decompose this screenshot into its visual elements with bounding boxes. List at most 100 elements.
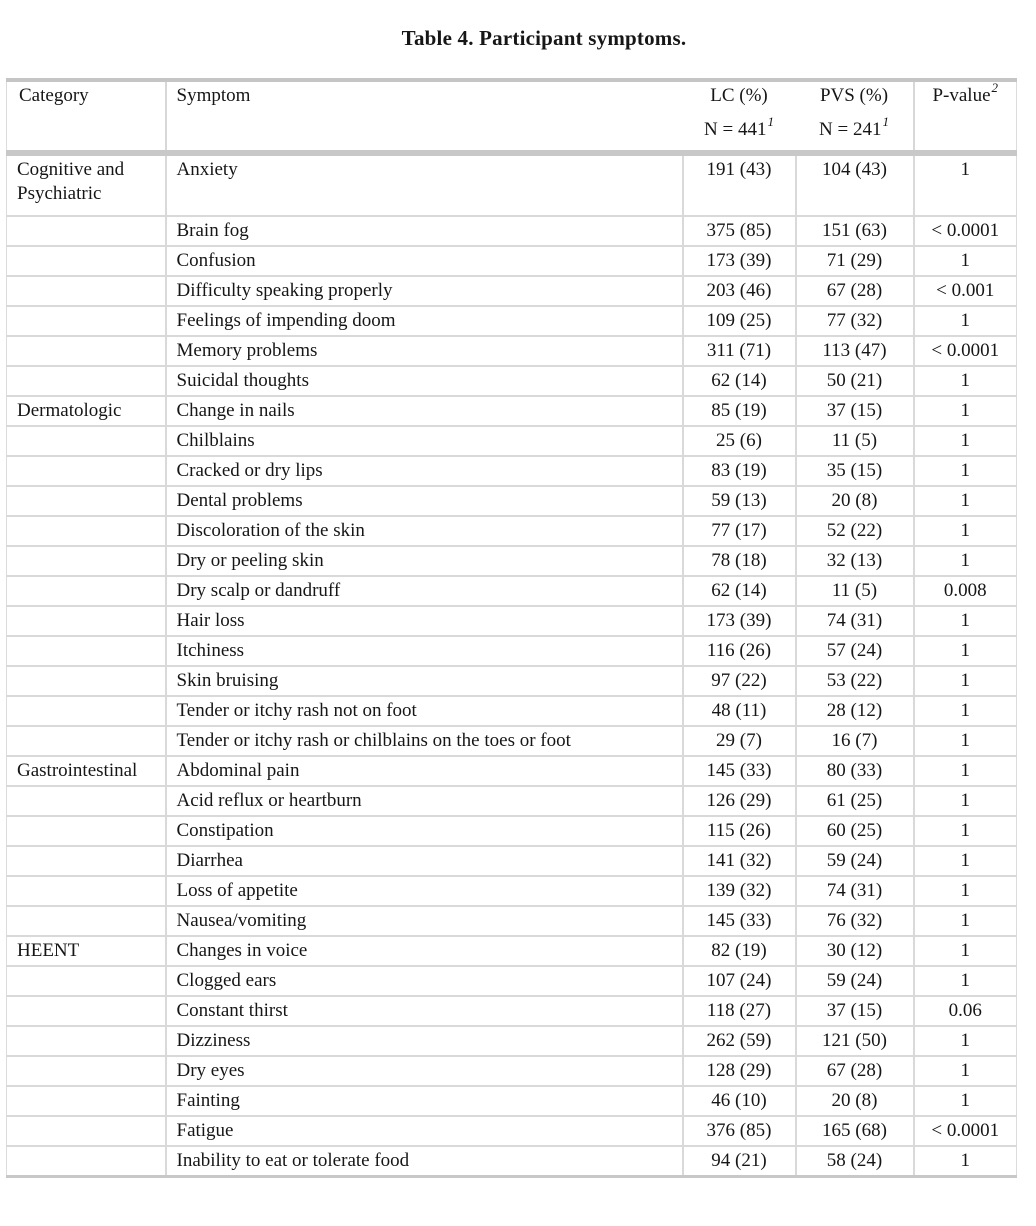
category-cell <box>6 485 166 516</box>
lc-value-cell: 85 (19) <box>681 395 796 426</box>
pvs-value-cell: 61 (25) <box>794 785 914 816</box>
pvalue-cell: 1 <box>912 515 1017 546</box>
category-cell: Cognitive and Psychiatric <box>17 159 125 204</box>
lc-value-cell: 62 (14) <box>681 365 796 396</box>
lc-value-cell: 139 (32) <box>681 875 796 906</box>
footnote-marker-2: 2 <box>991 79 999 95</box>
symptom-cell: Tender or itchy rash or chilblains on th… <box>164 725 683 756</box>
pvalue-cell: 1 <box>912 905 1017 936</box>
pvalue-cell: 1 <box>912 365 1017 396</box>
pvs-value-cell: 74 (31) <box>794 875 914 906</box>
pvs-label: PVS (%) <box>819 85 889 106</box>
lc-value-cell: 145 (33) <box>681 905 796 936</box>
pvs-value-cell: 57 (24) <box>794 635 914 666</box>
pvalue-cell: 1 <box>912 935 1017 966</box>
category-cell <box>6 335 166 366</box>
category-cell <box>6 305 166 336</box>
pvalue-cell: 1 <box>912 845 1017 876</box>
pvs-value-cell: 11 (5) <box>794 425 914 456</box>
category-cell <box>6 275 166 306</box>
pvs-value-cell: 35 (15) <box>794 455 914 486</box>
symptom-cell: Confusion <box>164 245 683 276</box>
table-row: Discoloration of the skin 77 (17) 52 (22… <box>6 515 1017 546</box>
category-cell <box>6 515 166 546</box>
pvalue-cell: 1 <box>912 395 1017 426</box>
pvs-sample-size: N = 2411 <box>819 113 889 140</box>
pvs-value-cell: 76 (32) <box>794 905 914 936</box>
table-row: Dizziness 262 (59) 121 (50) 1 <box>6 1025 1017 1056</box>
category-cell <box>6 1085 166 1116</box>
lc-value-cell: 94 (21) <box>681 1145 796 1177</box>
category-cell <box>6 785 166 816</box>
table-body: Cognitive and Psychiatric Anxiety 191 (4… <box>6 153 1017 1177</box>
pvalue-cell: 1 <box>912 695 1017 726</box>
pvs-value-cell: 32 (13) <box>794 545 914 576</box>
pvalue-cell: 1 <box>912 875 1017 906</box>
pvalue-cell: 0.008 <box>912 575 1017 606</box>
pvs-value-cell: 16 (7) <box>794 725 914 756</box>
pvalue-cell: 1 <box>912 1085 1017 1116</box>
symptom-cell: Acid reflux or heartburn <box>164 785 683 816</box>
lc-sample-size: N = 4411 <box>704 113 774 140</box>
footnote-marker-1: 1 <box>882 113 889 129</box>
table-row: Memory problems 311 (71) 113 (47) < 0.00… <box>6 335 1017 366</box>
lc-value-cell: 46 (10) <box>681 1085 796 1116</box>
category-cell: HEENT <box>6 935 166 966</box>
pvs-value-cell: 104 (43) <box>794 153 914 216</box>
pvalue-cell: 1 <box>912 605 1017 636</box>
symptom-cell: Difficulty speaking properly <box>164 275 683 306</box>
column-header-pvalue: P-value2 <box>912 79 1017 156</box>
symptom-cell: Change in nails <box>164 395 683 426</box>
table-row: Hair loss 173 (39) 74 (31) 1 <box>6 605 1017 636</box>
pvs-value-cell: 20 (8) <box>794 1085 914 1116</box>
pvs-value-cell: 67 (28) <box>794 275 914 306</box>
category-cell <box>6 605 166 636</box>
symptom-cell: Inability to eat or tolerate food <box>164 1145 683 1177</box>
pvs-value-cell: 80 (33) <box>794 755 914 786</box>
symptom-cell: Feelings of impending doom <box>164 305 683 336</box>
pvs-value-cell: 28 (12) <box>794 695 914 726</box>
symptom-cell: Dental problems <box>164 485 683 516</box>
symptom-cell: Dry eyes <box>164 1055 683 1086</box>
symptom-cell: Clogged ears <box>164 965 683 996</box>
category-cell <box>6 815 166 846</box>
column-header-symptom: Symptom <box>164 80 683 156</box>
table-row: Clogged ears 107 (24) 59 (24) 1 <box>6 965 1017 996</box>
lc-value-cell: 82 (19) <box>681 935 796 966</box>
table-row: Constant thirst 118 (27) 37 (15) 0.06 <box>6 995 1017 1026</box>
lc-value-cell: 375 (85) <box>681 215 796 246</box>
table-row: Loss of appetite 139 (32) 74 (31) 1 <box>6 875 1017 906</box>
category-cell: Gastrointestinal <box>6 755 166 786</box>
table-row: Acid reflux or heartburn 126 (29) 61 (25… <box>6 785 1017 816</box>
pvalue-cell: 1 <box>912 245 1017 276</box>
lc-value-cell: 109 (25) <box>681 305 796 336</box>
table-row: Brain fog 375 (85) 151 (63) < 0.0001 <box>6 215 1017 246</box>
footnote-marker-1: 1 <box>767 113 774 129</box>
table-row: Constipation 115 (26) 60 (25) 1 <box>6 815 1017 846</box>
lc-value-cell: 126 (29) <box>681 785 796 816</box>
lc-value-cell: 128 (29) <box>681 1055 796 1086</box>
lc-value-cell: 173 (39) <box>681 605 796 636</box>
column-header-lc: LC (%) N = 4411 <box>682 80 796 156</box>
category-cell: Dermatologic <box>6 395 166 426</box>
symptom-cell: Suicidal thoughts <box>164 365 683 396</box>
pvs-value-cell: 37 (15) <box>794 995 914 1026</box>
table-row: HEENT Changes in voice 82 (19) 30 (12) 1 <box>6 935 1017 966</box>
lc-value-cell: 48 (11) <box>681 695 796 726</box>
lc-value-cell: 311 (71) <box>681 335 796 366</box>
lc-value-cell: 25 (6) <box>681 425 796 456</box>
pvs-value-cell: 74 (31) <box>794 605 914 636</box>
category-cell <box>6 875 166 906</box>
lc-value-cell: 62 (14) <box>681 575 796 606</box>
category-cell <box>6 1145 166 1177</box>
pvalue-cell: 1 <box>912 425 1017 456</box>
symptom-cell: Cracked or dry lips <box>164 455 683 486</box>
pvs-value-cell: 113 (47) <box>794 335 914 366</box>
category-cell <box>6 1055 166 1086</box>
category-cell <box>6 695 166 726</box>
category-cell <box>6 845 166 876</box>
pvalue-cell: 1 <box>912 153 1017 216</box>
table-row: Inability to eat or tolerate food 94 (21… <box>6 1145 1017 1177</box>
table-row: Difficulty speaking properly 203 (46) 67… <box>6 275 1017 306</box>
pvalue-cell: < 0.0001 <box>912 335 1017 366</box>
